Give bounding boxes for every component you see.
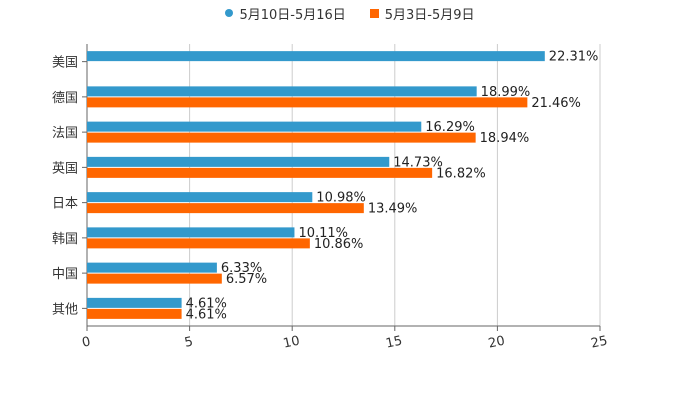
category-label-2: 法国	[52, 126, 78, 141]
legend-label-series-a: 5月10日-5月16日	[239, 7, 346, 23]
category-label-7: 其他	[52, 302, 78, 317]
bar-series-1-2	[87, 132, 476, 143]
data-label-series-0-2: 16.29%	[425, 120, 475, 135]
category-label-3: 英国	[52, 161, 78, 176]
bar-series-1-1	[87, 97, 528, 108]
data-label-series-0-7: 4.61%	[186, 296, 227, 311]
bar-series-0-4	[87, 192, 313, 203]
bar-series-0-5	[87, 227, 295, 238]
legend-label-series-b: 5月3日-5月9日	[384, 7, 475, 23]
data-label-series-1-3: 16.82%	[436, 166, 486, 181]
x-tick-label-5: 5	[183, 334, 194, 350]
bar-series-0-2	[87, 121, 422, 132]
category-label-4: 日本	[52, 197, 78, 212]
legend-swatch-series-a	[225, 9, 234, 17]
x-tick-label-25: 25	[590, 334, 609, 352]
chart-legend: 5月10日-5月16日 5月3日-5月9日	[0, 2, 700, 24]
data-label-series-1-6: 6.57%	[226, 272, 267, 287]
bar-series-1-5	[87, 238, 310, 249]
data-label-series-0-5: 10.11%	[298, 226, 348, 241]
legend-item-series-b[interactable]: 5月3日-5月9日	[369, 4, 475, 23]
data-label-series-0-3: 14.73%	[393, 155, 443, 170]
bar-series-0-0	[87, 51, 545, 62]
category-label-0: 美国	[52, 56, 78, 71]
data-label-series-0-1: 18.99%	[481, 85, 531, 100]
legend-swatch-series-b	[369, 8, 379, 18]
data-label-series-0-4: 10.98%	[316, 191, 366, 206]
x-tick-label-15: 15	[384, 334, 403, 352]
bar-series-0-7	[87, 297, 182, 308]
x-tick-label-20: 20	[487, 334, 506, 352]
x-tick-label-0: 0	[81, 334, 92, 350]
data-label-series-1-5: 10.86%	[314, 237, 364, 252]
data-label-series-1-7: 4.61%	[186, 307, 227, 322]
data-label-series-1-1: 21.46%	[531, 96, 581, 111]
bar-series-0-1	[87, 86, 477, 97]
category-label-6: 中国	[52, 267, 78, 282]
bar-series-1-6	[87, 273, 222, 284]
category-label-1: 德国	[52, 91, 78, 106]
legend-item-series-a[interactable]: 5月10日-5月16日	[225, 4, 346, 23]
bar-series-0-6	[87, 262, 217, 273]
data-label-series-0-6: 6.33%	[221, 261, 262, 276]
category-label-5: 韩国	[52, 232, 78, 247]
bar-series-1-4	[87, 203, 364, 214]
bar-series-1-3	[87, 167, 433, 178]
bar-series-0-3	[87, 156, 390, 167]
x-tick-label-10: 10	[282, 334, 301, 352]
data-label-series-1-2: 18.94%	[480, 131, 530, 146]
data-label-series-0-0: 22.31%	[549, 50, 599, 65]
bar-series-1-7	[87, 308, 182, 319]
data-label-series-1-4: 13.49%	[368, 202, 418, 217]
